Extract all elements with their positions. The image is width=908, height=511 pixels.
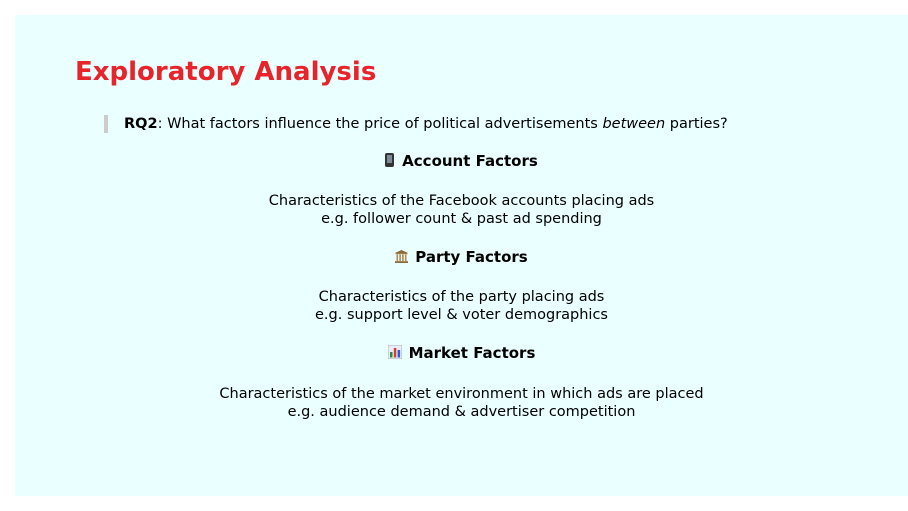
slide: Exploratory Analysis RQ2: What factors i… xyxy=(15,15,908,496)
slide-title: Exploratory Analysis xyxy=(75,57,377,87)
rq-emphasis: between xyxy=(602,116,666,132)
party-factors-line2: e.g. support level & voter demographics xyxy=(315,307,608,323)
account-factors-heading: Account Factors xyxy=(15,151,908,171)
party-factors-heading: Party Factors xyxy=(15,247,908,267)
account-factors-title: Account Factors xyxy=(402,152,538,170)
rq-text-before: : What factors influence the price of po… xyxy=(157,116,603,132)
market-factors-line1: Characteristics of the market environmen… xyxy=(219,386,704,402)
market-factors-heading: Market Factors xyxy=(15,343,908,363)
party-factors-line1: Characteristics of the party placing ads xyxy=(318,289,605,305)
market-factors-line2: e.g. audience demand & advertiser compet… xyxy=(287,404,636,420)
mobile-phone-icon xyxy=(385,153,395,167)
bar-chart-icon xyxy=(387,345,402,359)
account-factors-line1: Characteristics of the Facebook accounts… xyxy=(268,193,655,209)
market-factors-title: Market Factors xyxy=(408,344,536,362)
party-factors-title: Party Factors xyxy=(415,248,528,266)
rq-text-after: parties? xyxy=(665,116,728,132)
account-factors-line2: e.g. follower count & past ad spending xyxy=(321,211,602,227)
rq-label: RQ2 xyxy=(124,116,158,132)
research-question: RQ2: What factors influence the price of… xyxy=(104,115,728,133)
classical-building-icon xyxy=(395,250,409,263)
